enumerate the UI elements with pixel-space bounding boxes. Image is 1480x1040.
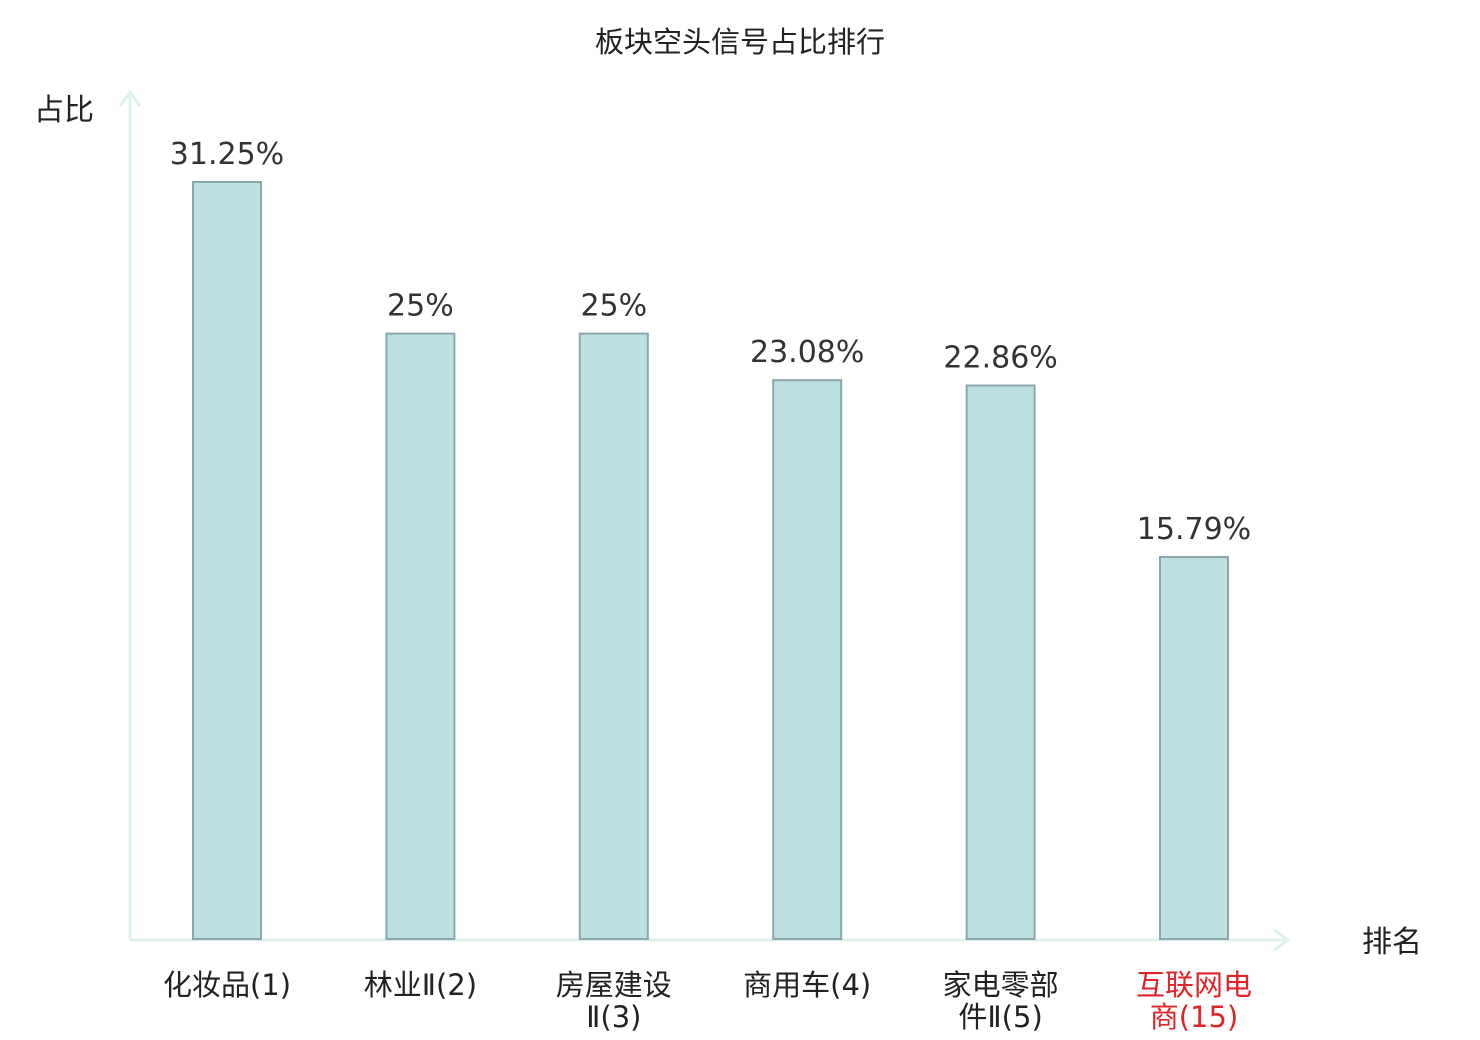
axes	[118, 89, 1291, 952]
category-label: Ⅱ(3)	[586, 1000, 641, 1034]
bar	[772, 379, 843, 940]
y-axis-label: 占比	[34, 93, 94, 128]
value-label: 31.25%	[170, 137, 284, 172]
value-label: 15.79%	[1137, 512, 1251, 547]
value-label: 22.86%	[943, 341, 1057, 376]
x-axis-label: 排名	[1362, 925, 1422, 960]
category-label: 互联网电	[1136, 968, 1252, 1002]
category-label: 林业Ⅱ(2)	[364, 968, 477, 1002]
y-axis-arrow	[118, 89, 142, 107]
chart-title: 板块空头信号占比排行	[595, 25, 885, 59]
category-label: 件Ⅱ(5)	[958, 1000, 1042, 1034]
value-label: 23.08%	[750, 335, 864, 370]
category-label: 房屋建设	[556, 968, 672, 1002]
category-label: 商用车(4)	[743, 968, 871, 1002]
category-label: 家电零部	[943, 968, 1059, 1002]
bar	[578, 332, 649, 941]
x-axis-arrow	[1273, 928, 1291, 952]
bar	[192, 181, 262, 940]
category-label: 商(15)	[1150, 1000, 1239, 1034]
bar	[965, 384, 1036, 941]
bar	[1159, 555, 1229, 940]
bar	[385, 332, 456, 941]
bars	[192, 181, 1229, 941]
value-labels: 31.25% 25% 25% 23.08% 22.86% 15.79%	[170, 137, 1251, 547]
value-label: 25%	[387, 289, 454, 324]
value-label: 25%	[580, 289, 647, 324]
category-label: 化妆品(1)	[163, 968, 291, 1002]
